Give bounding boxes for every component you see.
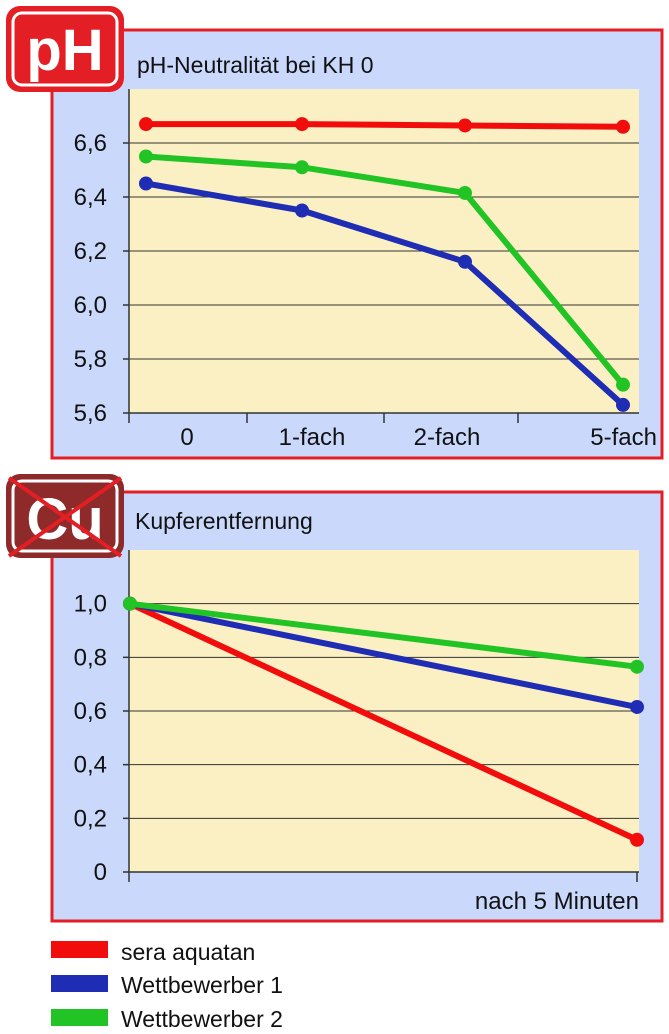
ph-data-point bbox=[139, 117, 153, 132]
legend-swatch bbox=[51, 975, 108, 992]
cu-y-tick-label: 0,4 bbox=[74, 752, 107, 779]
ph-y-tick-label: 6,4 bbox=[74, 184, 107, 211]
ph-series-3 bbox=[139, 149, 630, 392]
cu-y-tick-label: 0 bbox=[94, 859, 107, 886]
ph-y-tick-label: 6,0 bbox=[74, 292, 107, 319]
ph-y-tick-label: 5,8 bbox=[74, 346, 107, 373]
cu-y-tick-label: 0,8 bbox=[74, 644, 107, 671]
ph-series-line bbox=[145, 153, 626, 387]
legend-label: Wettbewerber 2 bbox=[121, 1006, 283, 1032]
ph-badge: pH bbox=[6, 6, 124, 92]
ph-axes bbox=[123, 89, 639, 423]
ph-chart-panel: pH-Neutralität bei KH 0 5,6 5,8 6,0 6,2 6,4 6… bbox=[50, 28, 664, 460]
ph-badge-inner-frame bbox=[11, 11, 119, 87]
cu-y-tick-label: 1,0 bbox=[74, 591, 107, 618]
ph-series-2 bbox=[139, 176, 630, 412]
cu-series-line bbox=[128, 600, 639, 843]
cu-badge-inner-frame bbox=[11, 479, 119, 553]
ph-x-tick-labels: 0 1-fach 2-fach 5-fach bbox=[180, 424, 657, 451]
ph-data-point bbox=[139, 176, 153, 191]
legend-item-sera-aquatan: sera aquatan bbox=[51, 939, 255, 965]
cu-chart-panel: Kupferentfernung 0 0,2 0,4 0,6 0,8 1,0 nach 5… bbox=[50, 490, 664, 923]
ph-data-point bbox=[616, 119, 630, 134]
ph-data-point bbox=[139, 149, 153, 164]
ph-data-point bbox=[295, 203, 309, 218]
legend-swatch bbox=[51, 941, 108, 958]
ph-data-point bbox=[295, 160, 309, 175]
legend-label: sera aquatan bbox=[121, 939, 255, 965]
legend-swatch bbox=[51, 1009, 108, 1026]
ph-x-tick-label: 0 bbox=[180, 424, 193, 451]
cu-y-tick-labels: 0 0,2 0,4 0,6 0,8 1,0 bbox=[74, 591, 107, 886]
cu-series-line bbox=[129, 600, 638, 710]
cu-data-point bbox=[630, 699, 644, 714]
ph-series-line bbox=[146, 121, 624, 130]
ph-y-tick-label: 6,6 bbox=[74, 130, 107, 157]
ph-data-point bbox=[295, 117, 309, 132]
ph-data-point bbox=[616, 377, 630, 392]
ph-data-point bbox=[458, 118, 472, 133]
ph-series-lines bbox=[139, 117, 630, 412]
cu-x-axis-label: nach 5 Minuten bbox=[475, 888, 639, 915]
ph-data-point bbox=[458, 254, 472, 269]
cu-series-lines bbox=[123, 596, 644, 847]
legend-label: Wettbewerber 1 bbox=[121, 972, 283, 998]
ph-badge-outer bbox=[6, 6, 124, 92]
ph-x-tick-label: 2-fach bbox=[414, 424, 481, 451]
crossed-out-cu-icon: Cu bbox=[6, 474, 124, 558]
ph-series-line bbox=[145, 180, 626, 408]
ph-chart-title: pH-Neutralität bei KH 0 bbox=[137, 52, 374, 78]
cu-series-line bbox=[129, 600, 638, 670]
legend-item-wettbewerber-2: Wettbewerber 2 bbox=[51, 1006, 283, 1032]
ph-series-1 bbox=[139, 117, 630, 134]
cu-data-point bbox=[630, 659, 644, 674]
ph-y-tick-label: 6,2 bbox=[74, 238, 107, 265]
ph-x-tick-label: 5-fach bbox=[590, 424, 657, 451]
cu-series-3 bbox=[123, 596, 644, 674]
cu-y-tick-label: 0,6 bbox=[74, 698, 107, 725]
cu-data-point bbox=[630, 832, 644, 847]
legend: sera aquatan Wettbewerber 1 Wettbewerber… bbox=[51, 939, 283, 1032]
cu-data-point bbox=[123, 596, 137, 611]
ph-y-tick-label: 5,6 bbox=[74, 400, 107, 427]
ph-x-tick-label: 1-fach bbox=[279, 424, 346, 451]
ph-data-point bbox=[616, 397, 630, 412]
cu-y-tick-label: 0,2 bbox=[74, 805, 107, 832]
ph-badge-text: pH bbox=[26, 18, 103, 83]
ph-data-point bbox=[458, 185, 472, 200]
ph-y-tick-labels: 5,6 5,8 6,0 6,2 6,4 6,6 bbox=[74, 130, 107, 427]
legend-item-wettbewerber-1: Wettbewerber 1 bbox=[51, 972, 283, 998]
cu-chart-title: Kupferentfernung bbox=[135, 508, 313, 534]
cross-line-2 bbox=[7, 476, 123, 558]
